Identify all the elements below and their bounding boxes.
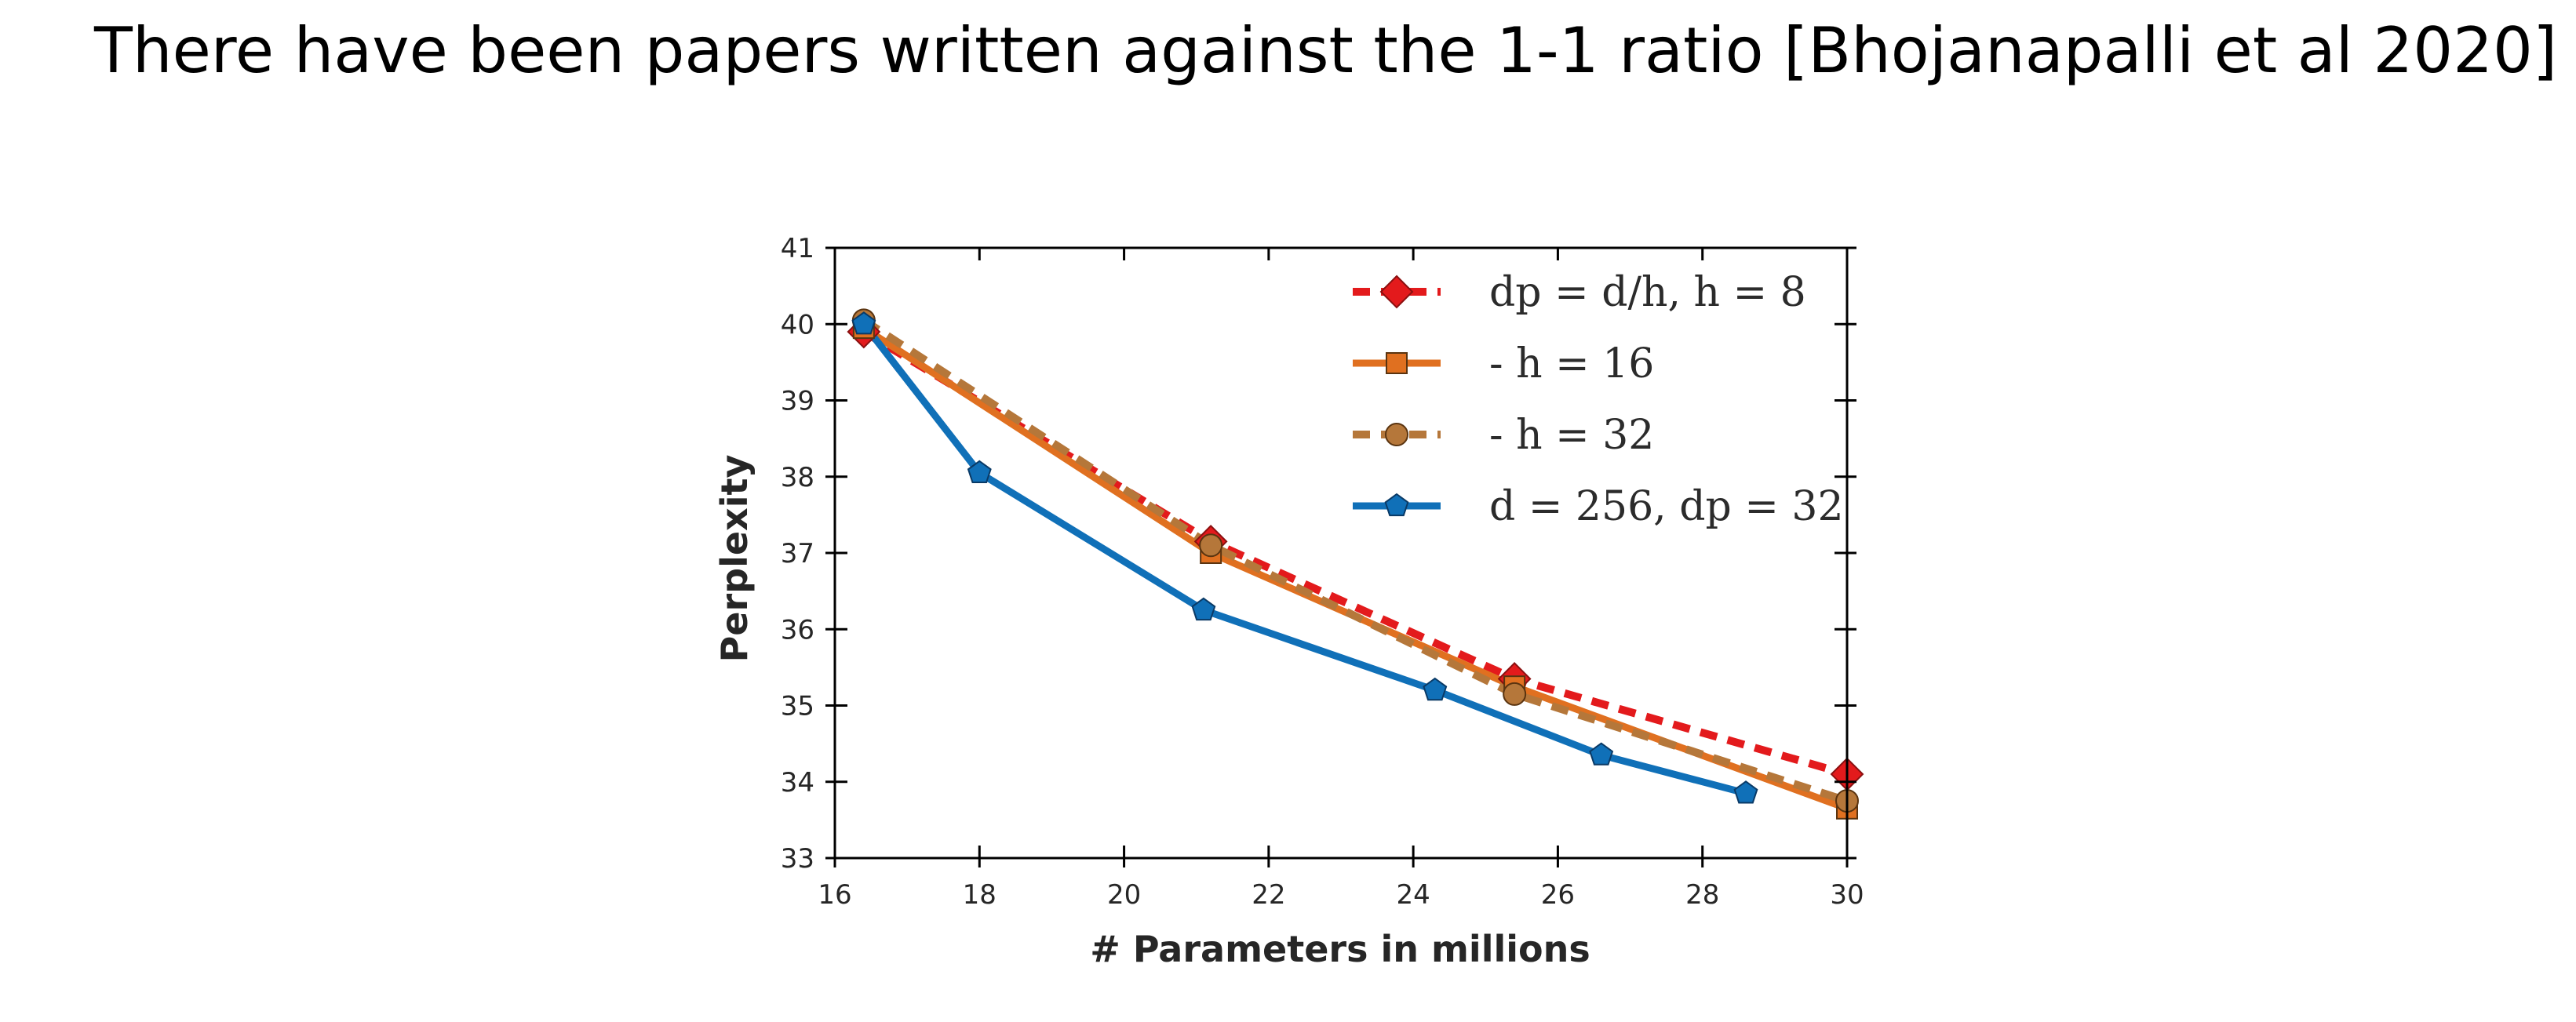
series-layer bbox=[847, 308, 1864, 820]
y-tick-label: 34 bbox=[781, 767, 814, 798]
x-tick-label: 22 bbox=[1252, 879, 1285, 911]
series-line-3 bbox=[862, 317, 1849, 805]
data-point-s3-2 bbox=[1199, 533, 1223, 558]
legend-marker-4 bbox=[1384, 493, 1409, 517]
legend-label-4: d = 256, dp = 32 bbox=[1489, 483, 1844, 530]
legend-marker-2 bbox=[1386, 352, 1408, 374]
legend-label-1: dp = d/h, h = 8 bbox=[1489, 269, 1806, 316]
data-point-s4-2 bbox=[967, 460, 992, 483]
data-point-s4-4 bbox=[1423, 677, 1448, 701]
series-line-2 bbox=[862, 325, 1849, 813]
x-tick-label: 26 bbox=[1541, 879, 1575, 911]
y-tick-label: 33 bbox=[781, 843, 814, 875]
legend: dp = d/h, h = 8 - h = 16 - h = 32 d = 256, … bbox=[1353, 269, 1844, 530]
x-tick-label: 16 bbox=[818, 879, 851, 911]
legend-label-2: - h = 16 bbox=[1489, 340, 1654, 387]
series-line-1 bbox=[862, 328, 1849, 778]
y-axis-label: Perplexity bbox=[713, 455, 756, 663]
x-tick-label: 18 bbox=[963, 879, 997, 911]
plot-frame bbox=[833, 246, 1849, 860]
data-point-s3-3 bbox=[1503, 682, 1527, 706]
y-tick-label: 40 bbox=[781, 309, 814, 340]
slide-title: There have been papers written against t… bbox=[94, 14, 2558, 87]
x-tick-label: 30 bbox=[1830, 879, 1864, 911]
x-axis-label: # Parameters in millions bbox=[1090, 928, 1590, 970]
x-tick-label: 20 bbox=[1107, 879, 1141, 911]
data-point-s4-5 bbox=[1589, 742, 1614, 766]
ticks-layer: 16 18 20 22 24 26 28 30 33 34 35 36 37 38 39 40 41 bbox=[781, 233, 1864, 911]
y-tick-label: 41 bbox=[781, 233, 814, 264]
y-tick-label: 36 bbox=[781, 614, 814, 646]
data-point-s4-3 bbox=[1191, 597, 1216, 621]
data-point-s4-6 bbox=[1733, 780, 1758, 804]
y-tick-label: 37 bbox=[781, 538, 814, 569]
x-tick-label: 24 bbox=[1397, 879, 1430, 911]
y-tick-label: 39 bbox=[781, 386, 814, 417]
series-line-4 bbox=[861, 322, 1747, 797]
legend-label-3: - h = 32 bbox=[1489, 412, 1654, 459]
legend-marker-1 bbox=[1379, 275, 1414, 309]
y-tick-label: 38 bbox=[781, 462, 814, 493]
data-point-s4-1 bbox=[851, 311, 876, 335]
axes-frame bbox=[833, 246, 1849, 860]
y-tick-label: 35 bbox=[781, 691, 814, 722]
x-tick-label: 28 bbox=[1685, 879, 1719, 911]
legend-marker-3 bbox=[1385, 423, 1408, 446]
